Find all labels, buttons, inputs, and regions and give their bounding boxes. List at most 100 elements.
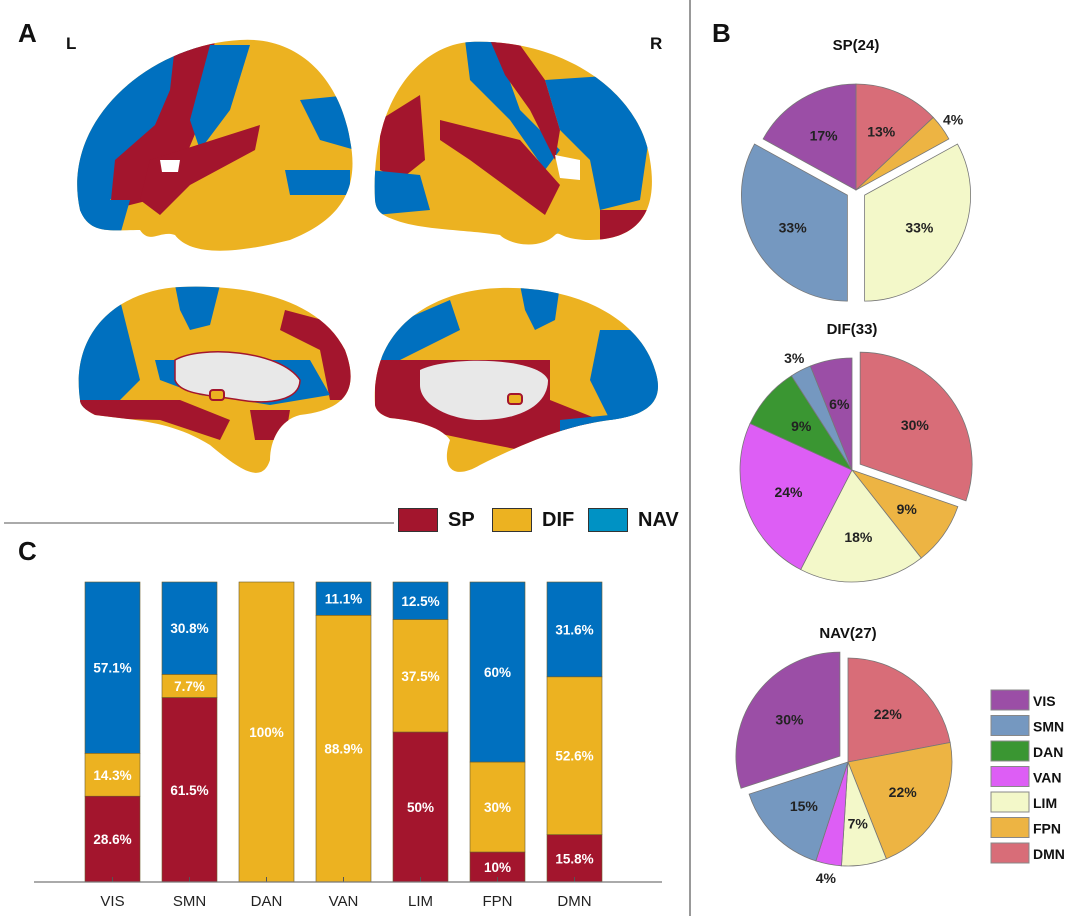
pie-chart-2: NAV(27) 22% 22% 7% 4% 15% 30% bbox=[735, 625, 953, 886]
pie-slice-fpn bbox=[847, 742, 953, 860]
legend-label-smn: SMN bbox=[1033, 719, 1064, 735]
bar-segment-sp-dmn bbox=[546, 834, 603, 883]
panel-divider-vertical bbox=[689, 0, 691, 916]
pie-label: 4% bbox=[943, 111, 964, 127]
legend-swatch-dif bbox=[492, 508, 532, 532]
pie-label: 9% bbox=[791, 418, 812, 434]
bar-label: 61.5% bbox=[170, 783, 208, 798]
pie-label: 7% bbox=[848, 816, 869, 832]
legend-swatch-nav bbox=[588, 508, 628, 532]
pie-slice-van bbox=[739, 422, 853, 571]
hemisphere-label-right: R bbox=[650, 34, 663, 53]
bar-label: 60% bbox=[484, 665, 511, 680]
x-tick-label: VIS bbox=[100, 893, 124, 910]
pie-slice-lim bbox=[864, 143, 971, 302]
panel-label-b: B bbox=[712, 18, 731, 48]
bar-label: 31.6% bbox=[555, 622, 593, 637]
legend-label-vis: VIS bbox=[1033, 693, 1056, 709]
legend-swatch-sp bbox=[398, 508, 438, 532]
legend-swatch-smn bbox=[990, 715, 1030, 736]
bar-segment-sp-lim bbox=[392, 731, 449, 883]
legend-swatch-fpn bbox=[990, 817, 1030, 838]
pie-label: 33% bbox=[779, 219, 808, 235]
pie-label: 9% bbox=[897, 501, 918, 517]
panel-divider-horizontal bbox=[4, 522, 394, 524]
panel-label-a: A bbox=[18, 18, 37, 48]
pie-chart-0: SP(24) 13% 4% 33% 33% 17% bbox=[741, 37, 971, 302]
pie-slice-dmn bbox=[859, 351, 973, 502]
bar-label: 30% bbox=[484, 800, 511, 815]
legend-label-van: VAN bbox=[1033, 770, 1062, 786]
x-tick-label: FPN bbox=[483, 893, 513, 910]
bar-label: 37.5% bbox=[401, 669, 439, 684]
pie-label: 17% bbox=[810, 127, 839, 143]
legend-nav: NAV bbox=[588, 508, 682, 534]
bar-label: 14.3% bbox=[93, 768, 131, 783]
legend-swatch-dmn bbox=[990, 842, 1030, 864]
pie-slice-smn bbox=[748, 761, 849, 862]
legend-swatch-lim bbox=[990, 791, 1030, 813]
pie-label: 3% bbox=[784, 350, 805, 366]
bar-segment-nav-smn bbox=[161, 581, 218, 675]
bar-segment-dif-van bbox=[315, 614, 372, 883]
pie-label: 13% bbox=[867, 124, 896, 140]
bar-label: 10% bbox=[484, 860, 511, 875]
legend-label-nav: NAV bbox=[638, 509, 679, 531]
bar-label: 88.9% bbox=[324, 742, 362, 757]
bar-label: 15.8% bbox=[555, 851, 593, 866]
bar-label: 28.6% bbox=[93, 832, 131, 847]
legend-swatch-dan bbox=[990, 740, 1030, 762]
pie-label: 22% bbox=[889, 784, 918, 800]
bar-label: 30.8% bbox=[170, 621, 208, 636]
bar-segment-dif-dan bbox=[238, 581, 295, 883]
bar-segment-sp-vis bbox=[84, 795, 141, 883]
bar-segment-dif-vis bbox=[84, 752, 141, 797]
bar-segment-nav-vis bbox=[84, 581, 141, 754]
legend-swatch-van bbox=[990, 766, 1030, 787]
legend-swatch-vis bbox=[990, 689, 1030, 711]
pie-label: 24% bbox=[774, 484, 803, 500]
bar-label: 50% bbox=[407, 800, 434, 815]
legend-label-dif: DIF bbox=[542, 509, 575, 531]
bar-segment-dif-dmn bbox=[546, 676, 603, 835]
pie-slice-vis bbox=[762, 83, 857, 191]
x-tick-label: LIM bbox=[408, 893, 433, 910]
pie-label: 18% bbox=[844, 529, 873, 545]
pie-title: DIF(33) bbox=[827, 321, 878, 338]
panel-label-c: C bbox=[18, 536, 37, 566]
bar-segment-nav-fpn bbox=[469, 581, 526, 763]
pie-slice-lim bbox=[800, 469, 922, 583]
pie-slice-dmn bbox=[847, 657, 951, 763]
pie-slice-vis bbox=[735, 651, 841, 789]
x-tick-label: VAN bbox=[329, 893, 359, 910]
pie-chart-1: DIF(33) 30% 9% 18% 24% 9% 3% 6% bbox=[739, 321, 973, 583]
legend-label-dmn: DMN bbox=[1033, 846, 1065, 862]
pie-label: 30% bbox=[775, 711, 804, 727]
legend-label-dan: DAN bbox=[1033, 744, 1063, 760]
pie-label: 30% bbox=[901, 417, 930, 433]
bar-segment-nav-lim bbox=[392, 581, 449, 620]
legend-label-fpn: FPN bbox=[1033, 821, 1061, 837]
x-tick-label: SMN bbox=[173, 893, 206, 910]
bar-segment-nav-dmn bbox=[546, 581, 603, 678]
pie-label: 6% bbox=[829, 396, 850, 412]
bar-label: 52.6% bbox=[555, 749, 593, 764]
pie-slice-smn bbox=[741, 143, 848, 302]
stacked-bar-chart: 28.6% 14.3% 57.1% VIS 61.5% 7.7% 30.8% SMN 100% D… bbox=[34, 581, 662, 910]
legend-dif: DIF bbox=[492, 508, 586, 534]
bar-label: 12.5% bbox=[401, 594, 439, 609]
brain-surface-maps bbox=[77, 39, 658, 473]
x-tick-label: DAN bbox=[251, 893, 283, 910]
bar-segment-sp-smn bbox=[161, 697, 218, 883]
pie-slice-fpn bbox=[855, 116, 950, 191]
pie-label: 33% bbox=[905, 219, 934, 235]
hemisphere-label-left: L bbox=[66, 34, 77, 53]
pie-title: SP(24) bbox=[833, 37, 880, 54]
legend-label-sp: SP bbox=[448, 509, 475, 531]
bar-segment-dif-fpn bbox=[469, 761, 526, 853]
x-tick-label: DMN bbox=[557, 893, 591, 910]
pie-title: NAV(27) bbox=[819, 625, 876, 642]
legend-sp: SP bbox=[398, 508, 492, 534]
pie-label: 22% bbox=[874, 706, 903, 722]
bar-label: 57.1% bbox=[93, 661, 131, 676]
